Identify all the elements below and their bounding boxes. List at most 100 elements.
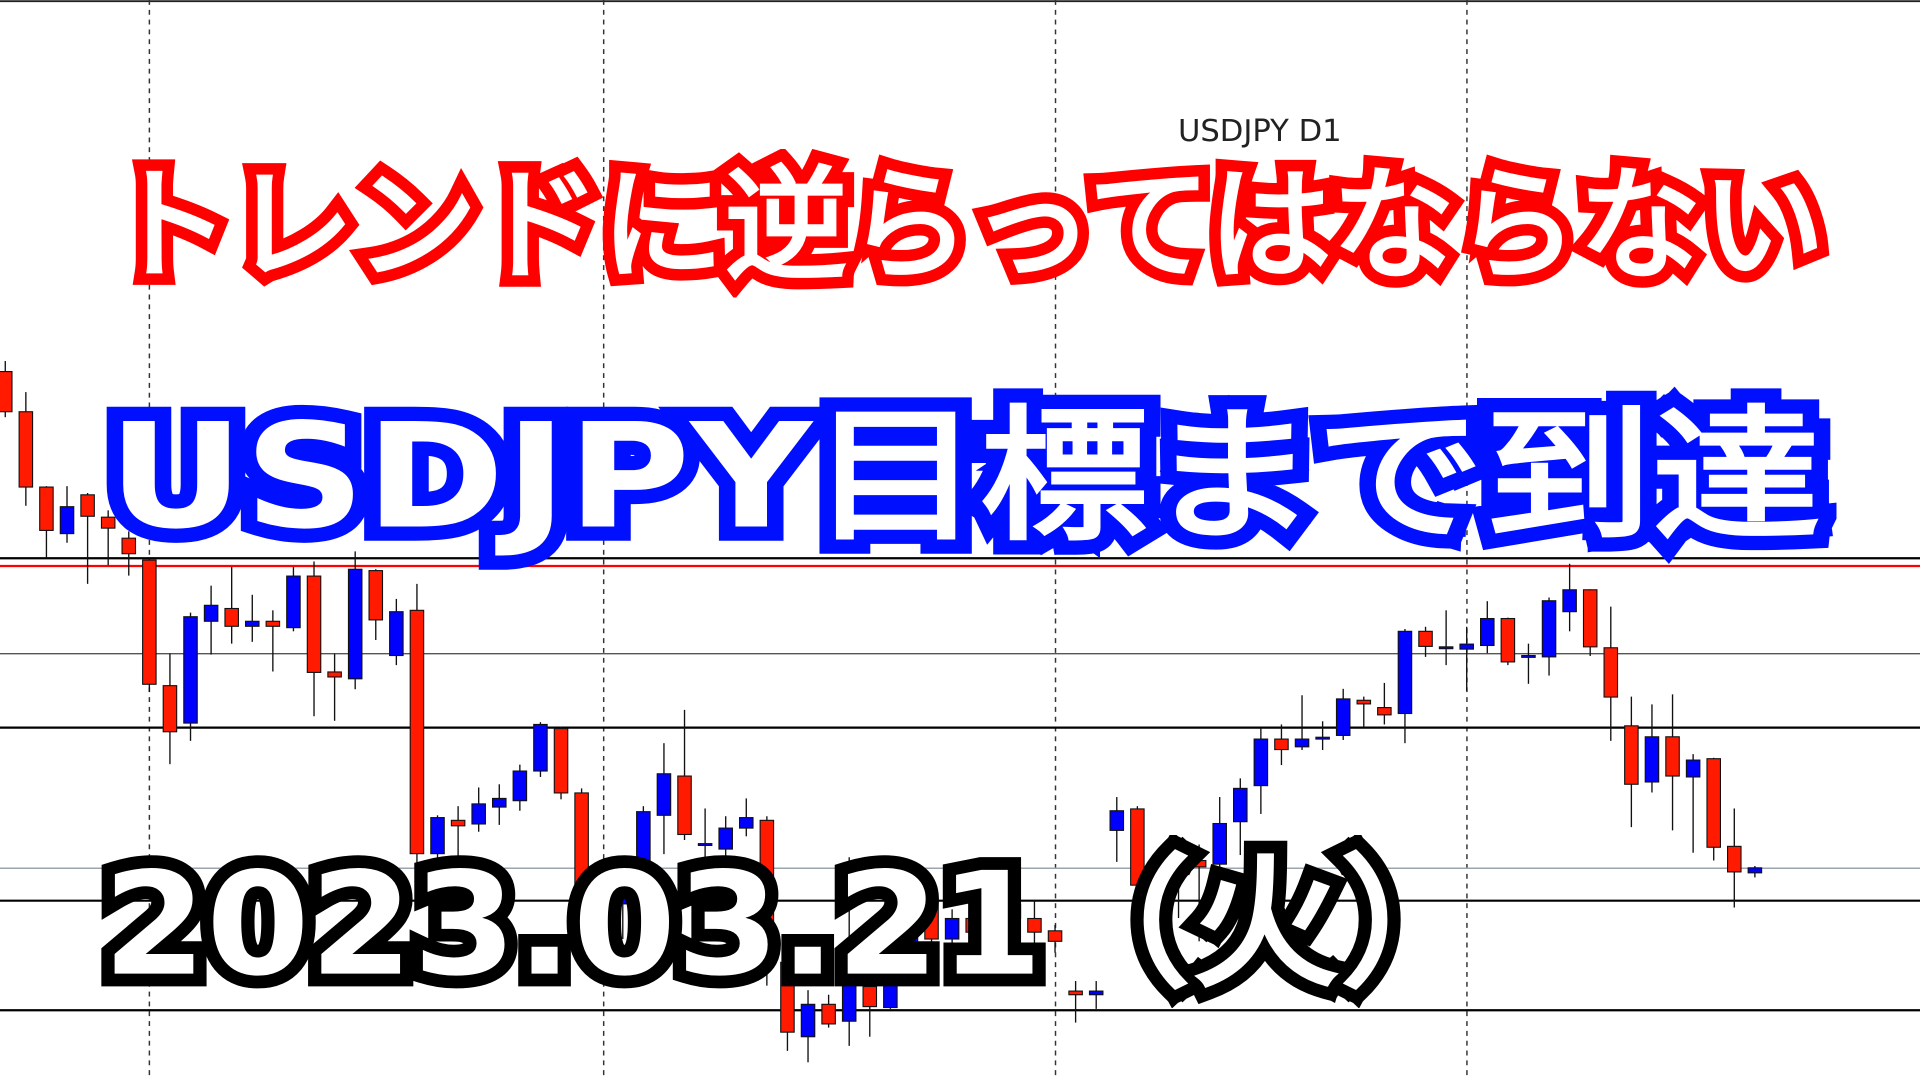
candle bbox=[1191, 844, 1207, 942]
candle bbox=[1274, 724, 1289, 766]
candle bbox=[389, 598, 404, 666]
candle bbox=[142, 558, 157, 693]
candle bbox=[697, 808, 713, 888]
headline-main: USDJPY目標まで到達 bbox=[91, 391, 1837, 564]
candle-body-bull bbox=[347, 568, 363, 680]
candle-body-bull bbox=[1315, 736, 1330, 740]
candle-body-bull bbox=[1541, 600, 1557, 658]
candle-body-bear bbox=[1603, 647, 1619, 698]
candle-body-bull bbox=[1459, 643, 1474, 650]
candle-body-bear bbox=[862, 985, 878, 1008]
candle bbox=[1582, 589, 1598, 656]
candle bbox=[327, 653, 342, 721]
candle bbox=[841, 857, 857, 1046]
candle bbox=[1171, 847, 1186, 919]
candle-body-bear bbox=[18, 411, 34, 488]
candle bbox=[574, 788, 589, 912]
candle bbox=[121, 531, 137, 576]
candle-body-bear bbox=[924, 901, 939, 940]
candle bbox=[1562, 563, 1577, 632]
candle-body-bear bbox=[265, 620, 281, 627]
candle-body-bull bbox=[471, 803, 486, 825]
candle-body-bull bbox=[883, 928, 898, 1009]
candle bbox=[0, 361, 13, 418]
candle-body-bull bbox=[718, 827, 733, 850]
candle bbox=[553, 726, 569, 800]
candle bbox=[1130, 806, 1145, 912]
candle-body-bear bbox=[142, 559, 157, 685]
candle bbox=[903, 891, 919, 958]
candle-body-bull bbox=[1438, 646, 1454, 650]
candle bbox=[1212, 797, 1227, 879]
candle bbox=[738, 798, 754, 837]
candle-body-bull bbox=[1109, 810, 1125, 831]
candles bbox=[0, 361, 1763, 1063]
candle-body-bear bbox=[1274, 738, 1289, 751]
candle-body-bear bbox=[1006, 904, 1022, 920]
candle bbox=[821, 994, 836, 1028]
candle-body-bull bbox=[656, 773, 672, 816]
candle-body-bull bbox=[1562, 589, 1577, 613]
candle-body-bull bbox=[1397, 630, 1413, 715]
candle bbox=[1315, 721, 1330, 751]
candle bbox=[1047, 924, 1063, 953]
candle-body-bear bbox=[1665, 736, 1680, 777]
candle bbox=[162, 653, 178, 765]
candle-body-bull bbox=[1480, 617, 1495, 647]
candle-body-bull bbox=[389, 611, 404, 657]
candle-body-bear bbox=[965, 917, 980, 933]
candle bbox=[1006, 881, 1022, 928]
candle-body-bull bbox=[1335, 698, 1351, 736]
candle bbox=[1480, 601, 1495, 654]
candle-body-bear bbox=[677, 775, 692, 836]
candle-body-bear bbox=[1068, 990, 1083, 996]
candle bbox=[1459, 626, 1474, 692]
candle bbox=[430, 815, 445, 863]
candle-body-bear bbox=[594, 881, 610, 905]
candle-body-bull bbox=[286, 575, 301, 629]
candle-body-bull bbox=[1644, 736, 1660, 783]
candle bbox=[1644, 704, 1660, 793]
candle bbox=[203, 585, 219, 655]
candle-body-bull bbox=[203, 604, 219, 622]
candle-body-bear bbox=[0, 370, 13, 413]
candle bbox=[286, 566, 301, 632]
candle-body-bear bbox=[1706, 758, 1721, 848]
candle-body-bear bbox=[1130, 808, 1145, 886]
candle bbox=[533, 722, 548, 777]
candle-body-bull bbox=[1521, 654, 1536, 658]
candle bbox=[1253, 728, 1269, 814]
candle bbox=[1335, 688, 1351, 740]
candle bbox=[1109, 797, 1125, 862]
candle bbox=[1500, 617, 1516, 666]
candle-body-bull bbox=[1150, 869, 1166, 884]
period-separators bbox=[148, 0, 1468, 1080]
candle-body-bear bbox=[1377, 707, 1392, 716]
candle bbox=[1356, 696, 1372, 728]
candle-body-bear bbox=[450, 819, 466, 827]
headline-main-text: USDJPY目標まで到達 bbox=[91, 391, 1837, 564]
candle bbox=[59, 486, 75, 543]
candle-body-bull bbox=[1171, 860, 1186, 868]
date-caption-text: 2023.03.21（火） bbox=[90, 841, 1502, 1009]
candle-body-bear bbox=[409, 609, 425, 855]
candle bbox=[1068, 981, 1083, 1023]
candle bbox=[1706, 757, 1721, 861]
candle-body-bear bbox=[1624, 725, 1639, 785]
candle-body-bull bbox=[841, 980, 857, 1022]
candle-body-bear bbox=[1500, 617, 1516, 663]
candle bbox=[1150, 861, 1166, 907]
candle bbox=[347, 551, 363, 690]
candle bbox=[224, 566, 239, 644]
candle bbox=[306, 561, 322, 717]
candle-body-bear bbox=[327, 671, 342, 678]
candle bbox=[636, 806, 651, 912]
candle bbox=[656, 743, 672, 855]
candle-body-bear bbox=[759, 819, 775, 968]
headline-top-text: トレンドに逆らってはならない bbox=[96, 153, 1836, 299]
candle bbox=[18, 392, 34, 506]
candle bbox=[491, 784, 507, 825]
candle bbox=[1027, 900, 1042, 956]
